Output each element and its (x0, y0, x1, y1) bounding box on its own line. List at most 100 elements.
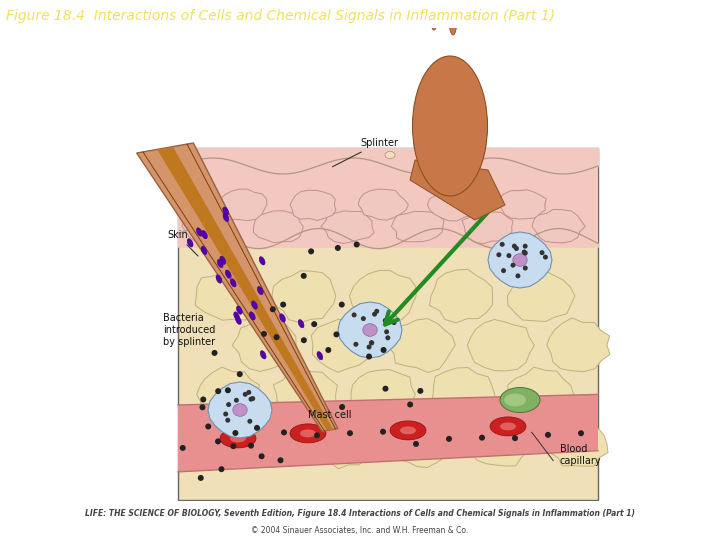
Ellipse shape (249, 312, 256, 320)
Ellipse shape (223, 411, 228, 416)
Ellipse shape (446, 436, 452, 442)
Ellipse shape (351, 313, 356, 318)
Text: Bacteria
introduced
by splinter: Bacteria introduced by splinter (163, 313, 215, 347)
Ellipse shape (317, 352, 323, 360)
Ellipse shape (392, 320, 397, 325)
Text: Splinter: Splinter (333, 138, 398, 167)
Ellipse shape (226, 402, 231, 407)
Polygon shape (508, 271, 575, 321)
Ellipse shape (430, 0, 438, 30)
Ellipse shape (230, 443, 236, 449)
Ellipse shape (251, 301, 258, 309)
Ellipse shape (300, 429, 316, 437)
Ellipse shape (490, 417, 526, 436)
Polygon shape (471, 418, 529, 466)
Ellipse shape (308, 248, 314, 254)
Text: © 2004 Sinauer Associates, Inc. and W.H. Freeman & Co.: © 2004 Sinauer Associates, Inc. and W.H.… (251, 526, 469, 535)
Ellipse shape (236, 306, 243, 314)
Ellipse shape (280, 301, 286, 308)
Ellipse shape (220, 256, 225, 265)
Polygon shape (428, 189, 476, 221)
Polygon shape (488, 232, 552, 288)
Ellipse shape (449, 3, 457, 35)
Polygon shape (392, 212, 444, 242)
Ellipse shape (504, 394, 526, 407)
Polygon shape (197, 367, 260, 421)
Ellipse shape (230, 434, 246, 442)
Polygon shape (238, 420, 296, 468)
Ellipse shape (230, 279, 236, 287)
Polygon shape (359, 189, 408, 220)
Polygon shape (351, 369, 415, 421)
Polygon shape (178, 394, 598, 472)
Polygon shape (499, 190, 546, 219)
Ellipse shape (243, 392, 248, 397)
Ellipse shape (512, 244, 517, 248)
Ellipse shape (225, 418, 230, 423)
Polygon shape (182, 210, 235, 243)
Ellipse shape (361, 316, 366, 321)
Ellipse shape (363, 323, 377, 336)
Ellipse shape (222, 207, 229, 215)
Ellipse shape (225, 270, 231, 278)
Ellipse shape (369, 340, 374, 345)
Ellipse shape (199, 404, 205, 410)
Ellipse shape (413, 441, 419, 447)
Ellipse shape (400, 427, 416, 434)
Ellipse shape (200, 396, 206, 402)
Bar (178, 148, 598, 500)
Polygon shape (217, 189, 267, 221)
Ellipse shape (385, 335, 390, 340)
Ellipse shape (301, 337, 307, 343)
Ellipse shape (543, 254, 548, 260)
Ellipse shape (510, 262, 516, 268)
Text: Figure 18.4  Interactions of Cells and Chemical Signals in Inflammation (Part 1): Figure 18.4 Interactions of Cells and Ch… (6, 9, 555, 23)
Ellipse shape (578, 430, 584, 436)
Ellipse shape (251, 396, 255, 401)
Ellipse shape (215, 388, 221, 394)
Ellipse shape (485, 0, 492, 15)
Ellipse shape (246, 390, 251, 395)
Ellipse shape (382, 386, 389, 392)
Ellipse shape (187, 239, 193, 247)
Ellipse shape (380, 429, 386, 435)
Ellipse shape (390, 421, 426, 440)
Ellipse shape (415, 8, 421, 12)
Ellipse shape (339, 404, 345, 410)
Ellipse shape (314, 433, 320, 438)
Ellipse shape (523, 266, 528, 271)
Ellipse shape (290, 424, 326, 443)
Text: Skin: Skin (167, 230, 198, 256)
Ellipse shape (413, 56, 487, 196)
Ellipse shape (545, 432, 551, 438)
Ellipse shape (233, 430, 238, 436)
Ellipse shape (259, 256, 265, 265)
Ellipse shape (234, 398, 239, 403)
Ellipse shape (500, 422, 516, 430)
Ellipse shape (248, 397, 253, 402)
Ellipse shape (198, 475, 204, 481)
Ellipse shape (513, 254, 527, 266)
Ellipse shape (258, 453, 265, 460)
Polygon shape (387, 319, 455, 373)
Polygon shape (253, 211, 303, 243)
Polygon shape (137, 143, 338, 431)
Ellipse shape (201, 246, 207, 255)
Ellipse shape (333, 332, 339, 338)
Ellipse shape (523, 244, 528, 249)
Text: LIFE: THE SCIENCE OF BIOLOGY, Seventh Edition, Figure 18.4 Interactions of Cells: LIFE: THE SCIENCE OF BIOLOGY, Seventh Ed… (85, 509, 635, 518)
Ellipse shape (220, 429, 256, 448)
Ellipse shape (215, 438, 221, 444)
Ellipse shape (366, 345, 372, 349)
Ellipse shape (225, 387, 231, 393)
Ellipse shape (205, 423, 211, 429)
Ellipse shape (339, 301, 345, 308)
Polygon shape (157, 146, 333, 430)
Ellipse shape (223, 213, 229, 221)
Ellipse shape (248, 443, 254, 449)
Ellipse shape (385, 152, 395, 159)
Ellipse shape (384, 329, 389, 334)
Ellipse shape (202, 231, 207, 239)
Polygon shape (508, 367, 574, 421)
Polygon shape (548, 419, 608, 466)
